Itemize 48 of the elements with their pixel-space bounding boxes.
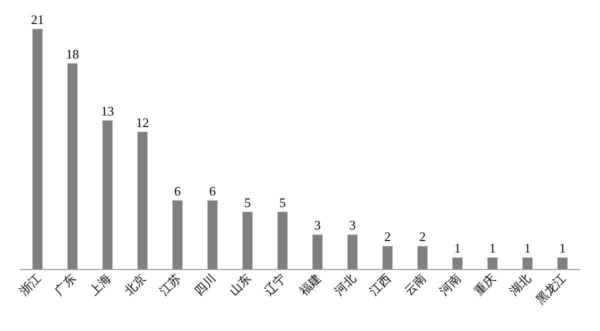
x-tick-label: 河南 — [436, 271, 464, 298]
data-label: 5 — [279, 194, 286, 210]
bar — [348, 234, 358, 269]
data-label: 1 — [454, 240, 461, 256]
x-tick-label: 北京 — [122, 271, 149, 298]
data-label: 1 — [524, 240, 531, 256]
x-tick-label: 重庆 — [472, 271, 499, 298]
x-tick-label: 江苏 — [156, 271, 184, 298]
x-tick-label: 黑龙江 — [533, 271, 569, 307]
x-tick-label: 浙江 — [16, 271, 44, 298]
data-label: 3 — [349, 218, 356, 233]
bar — [382, 246, 392, 269]
data-label: 2 — [419, 229, 426, 244]
bar — [208, 200, 218, 269]
data-label: 1 — [559, 240, 566, 256]
x-tick-label: 上海 — [86, 271, 114, 298]
bar — [278, 212, 288, 269]
data-label: 1 — [489, 240, 496, 256]
data-label: 6 — [174, 183, 182, 198]
bar — [452, 258, 462, 269]
data-label: 12 — [136, 114, 149, 130]
x-tick-label: 四川 — [192, 271, 219, 298]
bar — [172, 200, 182, 269]
x-tick-label: 河北 — [332, 271, 359, 298]
bar — [488, 258, 498, 269]
x-tick-label: 江西 — [366, 271, 394, 298]
bar — [102, 120, 112, 269]
bar — [138, 132, 148, 269]
data-label: 5 — [244, 194, 251, 210]
data-label: 6 — [209, 183, 216, 198]
x-tick-label: 福建 — [296, 271, 324, 298]
bar — [32, 29, 42, 269]
x-tick-label: 山东 — [226, 271, 254, 298]
x-tick-label: 广东 — [52, 271, 79, 298]
bar — [558, 258, 568, 269]
data-label: 21 — [31, 12, 44, 27]
bar — [68, 63, 78, 269]
x-tick-label: 辽宁 — [262, 271, 289, 298]
bar — [418, 246, 428, 269]
data-label: 13 — [101, 103, 114, 118]
x-tick-label: 云南 — [402, 271, 429, 298]
bar — [522, 258, 532, 269]
data-label: 2 — [384, 229, 391, 244]
bar — [312, 234, 322, 269]
bar — [242, 212, 252, 269]
x-tick-label: 湖北 — [506, 271, 534, 298]
data-label: 18 — [66, 46, 79, 62]
data-label: 3 — [314, 218, 321, 233]
